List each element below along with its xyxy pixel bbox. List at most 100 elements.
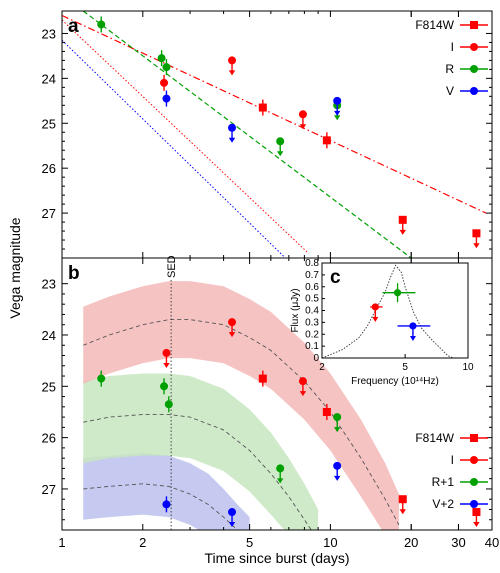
b-point-vplus2-1-circle — [228, 508, 237, 517]
b-point-rplus1-2-circle — [164, 400, 173, 409]
b-point-i-1 — [228, 318, 237, 338]
a-ytick-label-25: 25 — [42, 116, 56, 131]
a-point-i-2-limit-arrow — [299, 124, 307, 130]
a-point-f814w-1 — [322, 132, 331, 149]
b-point-i-0-limit-arrow — [163, 362, 170, 368]
a-point-f814w-3-square — [472, 229, 481, 238]
inset-model-curve — [321, 264, 454, 359]
b-legend-label-1: I — [451, 453, 454, 467]
a-point-i-1-circle — [228, 56, 237, 65]
a-legend-circle-1 — [470, 43, 478, 51]
a-legend-label-3: V — [446, 84, 454, 98]
b-ytick-label-25: 25 — [42, 379, 56, 394]
b-point-f814w-0 — [258, 370, 267, 387]
a-point-v-1 — [228, 123, 237, 143]
a-ytick-label-26: 26 — [42, 161, 56, 176]
b-legend-label-3: V+2 — [432, 497, 454, 511]
b-point-i-0-circle — [162, 348, 171, 357]
figure-labels: Vega magnitude Time since burst (days) a… — [7, 16, 349, 566]
a-point-f814w-1-square — [322, 136, 331, 145]
inset-ytick-label-1: 0.1 — [305, 341, 319, 352]
a-legend-label-0: F814W — [415, 18, 454, 32]
y-axis-title: Vega magnitude — [7, 217, 23, 318]
panel-a: 23 24 25 26 27 F814W IRV — [42, 10, 493, 259]
fit-line-r — [82, 11, 412, 258]
b-xtick-label-40: 40 — [485, 535, 499, 550]
model-bands — [83, 281, 400, 530]
inset-frame — [321, 262, 469, 359]
b-point-rplus1-3-circle — [276, 464, 285, 473]
inset-x-axis-title: Frequency (10¹⁴Hz) — [351, 376, 439, 387]
model-band-i — [83, 281, 399, 530]
b-point-rplus1-4 — [333, 413, 342, 433]
inset-xtick-label-1: 5 — [402, 362, 408, 373]
a-point-f814w-2-square — [398, 215, 407, 224]
b-xtick-label-2: 2 — [139, 535, 146, 550]
x-axis-title: Time since burst (days) — [205, 550, 350, 566]
b-ytick-label-24: 24 — [42, 328, 56, 343]
a-legend-label-2: R — [445, 62, 454, 76]
b-point-rplus1-4-circle — [333, 413, 342, 422]
a-point-r-0 — [97, 16, 106, 33]
panel-b-label: b — [68, 263, 80, 284]
b-point-f814w-3-limit-arrow — [473, 522, 480, 528]
model-band-rplus1 — [83, 373, 319, 530]
b-xtick-label-30: 30 — [451, 535, 465, 550]
a-point-r-2-circle — [162, 63, 171, 72]
a-point-f814w-3-limit-arrow — [473, 243, 480, 249]
a-point-r-3-limit-arrow — [276, 151, 284, 157]
a-point-f814w-3 — [472, 229, 481, 249]
b-point-vplus2-1 — [228, 508, 237, 528]
a-point-v-2-circle — [333, 96, 342, 105]
b-point-i-2-limit-arrow — [299, 391, 307, 397]
b-point-rplus1-3 — [276, 464, 285, 484]
a-point-i-1-limit-arrow — [228, 70, 236, 76]
a-legend-circle-2 — [470, 65, 478, 73]
b-legend-circle-2 — [470, 478, 478, 486]
b-point-f814w-3 — [472, 508, 481, 528]
fit-lines — [62, 11, 487, 258]
b-point-rplus1-1 — [160, 378, 169, 395]
b-point-rplus1-0 — [97, 370, 106, 387]
model-band-vplus2 — [83, 453, 250, 530]
a-point-i-2-circle — [298, 110, 307, 119]
panel-a-frame — [61, 10, 493, 259]
inset-point-0 — [371, 303, 379, 311]
a-point-f814w-2 — [398, 215, 407, 235]
a-point-v-1-circle — [228, 123, 237, 132]
inset-ytick-label-0: 0 — [313, 353, 319, 364]
inset-xtick-label-0: 2 — [319, 362, 325, 373]
inset-point-1 — [393, 289, 402, 297]
b-point-i-2 — [298, 377, 307, 397]
a-point-r-4-limit-arrow — [333, 115, 341, 121]
a-point-f814w-0 — [258, 99, 267, 116]
model-curve-i — [83, 319, 400, 526]
b-point-f814w-0-square — [258, 374, 267, 383]
inset-y-axis-title: Flux (μJy) — [290, 288, 301, 332]
b-point-i-1-limit-arrow — [228, 332, 236, 338]
inset-ytick-label-3: 0.3 — [305, 317, 319, 328]
a-point-v-0-circle — [162, 94, 171, 103]
b-legend-circle-1 — [470, 456, 478, 464]
a-point-i-1 — [228, 56, 237, 76]
a-ytick-label-23: 23 — [42, 26, 56, 41]
b-point-vplus2-0 — [162, 496, 171, 513]
a-point-r-1-circle — [157, 54, 166, 63]
b-legend-label-0: F814W — [415, 431, 454, 445]
b-point-vplus2-2 — [333, 461, 342, 481]
panel-a-label: a — [68, 16, 79, 37]
inset-point-2-limit-arrow — [409, 335, 416, 341]
sed-label: SED — [166, 255, 178, 278]
b-ytick-label-26: 26 — [42, 431, 56, 446]
b-point-f814w-1 — [322, 403, 331, 420]
a-legend-label-1: I — [451, 40, 454, 54]
a-legend-square-0 — [470, 21, 478, 29]
b-point-vplus2-2-circle — [333, 461, 342, 470]
a-legend-circle-3 — [470, 87, 478, 95]
a-point-v-2 — [333, 96, 342, 116]
b-xtick-label-20: 20 — [404, 535, 418, 550]
b-legend-square-0 — [470, 434, 478, 442]
b-ytick-label-23: 23 — [42, 277, 56, 292]
b-legend-circle-3 — [470, 500, 478, 508]
